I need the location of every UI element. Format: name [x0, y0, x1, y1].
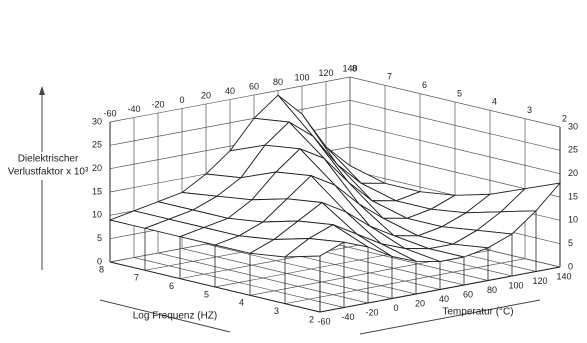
y-tick-label: 7 — [387, 72, 392, 82]
x-tick-label: 20 — [415, 298, 425, 308]
x-tick-label: 40 — [225, 86, 235, 96]
x-tick-label: 60 — [463, 289, 473, 299]
x-tick-label: -20 — [365, 307, 378, 317]
x-tick-label: 140 — [342, 63, 357, 73]
z-tick-label: 5 — [97, 233, 102, 243]
z-tick-label: 25 — [568, 145, 578, 155]
y-tick-label: 5 — [457, 88, 462, 98]
y-tick-label: 4 — [492, 97, 497, 107]
z-tick-label: 25 — [92, 140, 102, 150]
x-tick-label: 80 — [487, 285, 497, 295]
label-bg — [0, 152, 96, 180]
z-tick-label: 20 — [568, 168, 578, 178]
z-arrow-head — [39, 86, 45, 95]
x-tick-label: -60 — [317, 316, 330, 326]
y-tick-label: 7 — [134, 273, 139, 283]
x-axis-label: Temperatur (°C) — [442, 307, 513, 318]
z-axis-label: Dielektrischer — [18, 154, 79, 165]
z-tick-label: 20 — [92, 163, 102, 173]
y-arrow — [99, 299, 231, 333]
x-tick-label: 80 — [273, 77, 283, 87]
x-tick-label: -40 — [127, 104, 140, 114]
x-arrow — [359, 299, 541, 335]
x-tick-label: -40 — [341, 312, 354, 322]
y-tick-label: 3 — [527, 105, 532, 115]
x-tick-label: 0 — [393, 303, 398, 313]
x-tick-label: 20 — [201, 90, 211, 100]
z-tick-label: 10 — [568, 215, 578, 225]
x-tick-label: 40 — [439, 294, 449, 304]
z-tick-label: 30 — [92, 116, 102, 126]
y-tick-label: 6 — [169, 281, 174, 291]
y-tick-label: 4 — [239, 298, 244, 308]
x-tick-label: -60 — [103, 108, 116, 118]
z-tick-label: 0 — [97, 256, 102, 266]
floor-grid-line — [284, 258, 526, 305]
base-edge — [109, 261, 321, 313]
y-tick-label: 2 — [562, 113, 567, 123]
y-tick-label: 8 — [99, 264, 104, 274]
x-tick-label: 60 — [249, 81, 259, 91]
x-tick-label: 120 — [318, 68, 333, 78]
z-tick-label: 5 — [568, 238, 573, 248]
y-tick-label: 6 — [422, 80, 427, 90]
y-axis-label: Log Frequenz (HZ) — [133, 311, 217, 322]
x-tick-label: -20 — [151, 99, 164, 109]
z-tick-label: 0 — [568, 261, 573, 271]
z-tick-label: 15 — [568, 191, 578, 201]
base-edge — [319, 266, 561, 313]
y-tick-label: 5 — [204, 289, 209, 299]
y-tick-label: 8 — [352, 63, 357, 73]
x-tick-label: 140 — [556, 271, 571, 281]
z-tick-label: 30 — [568, 121, 578, 131]
x-tick-label: 120 — [532, 276, 547, 286]
y-tick-label: 3 — [274, 306, 279, 316]
x-tick-label: 100 — [294, 72, 309, 82]
x-tick-label: 100 — [508, 280, 523, 290]
x-tick-label: 0 — [179, 95, 184, 105]
z-tick-label: 10 — [92, 210, 102, 220]
y-tick-label: 2 — [309, 314, 314, 324]
z-axis-label: Verlustfaktor x 10³ — [8, 167, 89, 178]
z-tick-label: 15 — [92, 186, 102, 196]
surface-cell — [283, 238, 346, 258]
